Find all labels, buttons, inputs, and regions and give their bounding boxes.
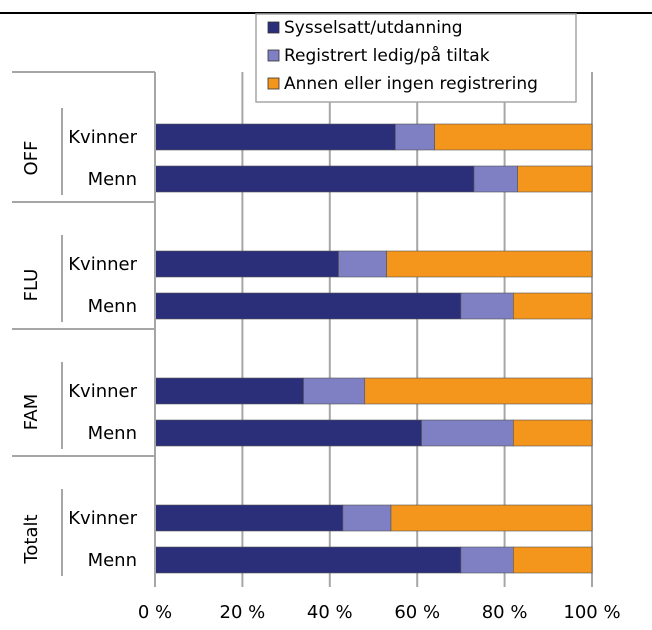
bar-flu-kvinner-series-2 bbox=[338, 250, 387, 278]
legend-swatch-1 bbox=[267, 21, 280, 34]
bar-totalt-menn-series-3 bbox=[513, 546, 593, 574]
bar-fam-kvinner-series-1 bbox=[154, 377, 304, 405]
bar-fam-menn-series-3 bbox=[513, 419, 593, 447]
legend-label-3: Annen eller ingen registrering bbox=[284, 74, 538, 94]
group-label-fam: FAM bbox=[21, 394, 42, 431]
bar-flu-kvinner-series-1 bbox=[154, 250, 339, 278]
bars bbox=[154, 123, 593, 574]
bar-flu-menn-series-1 bbox=[154, 292, 462, 320]
y-tick-label-totalt-menn: Menn bbox=[88, 550, 137, 571]
x-tick-label-5: 100 % bbox=[563, 602, 620, 623]
bar-fam-menn-series-1 bbox=[154, 419, 422, 447]
y-tick-label-flu-kvinner: Kvinner bbox=[68, 254, 137, 275]
bar-totalt-menn-series-1 bbox=[154, 546, 462, 574]
y-tick-label-fam-kvinner: Kvinner bbox=[68, 381, 137, 402]
bar-flu-menn-series-3 bbox=[513, 292, 593, 320]
bar-totalt-kvinner-series-3 bbox=[390, 504, 593, 532]
y-tick-label-flu-menn: Menn bbox=[88, 296, 137, 317]
legend: Sysselsatt/utdanning Registrert ledig/på … bbox=[255, 13, 577, 103]
gridlines bbox=[241, 72, 593, 580]
x-tick-label-4: 80 % bbox=[482, 602, 528, 623]
x-tick-label-1: 20 % bbox=[220, 602, 266, 623]
legend-label-1: Sysselsatt/utdanning bbox=[284, 18, 463, 38]
bar-flu-kvinner-series-3 bbox=[386, 250, 593, 278]
legend-swatch-3 bbox=[267, 77, 280, 90]
bar-fam-kvinner-series-2 bbox=[303, 377, 366, 405]
bar-totalt-kvinner-series-2 bbox=[342, 504, 392, 532]
bar-off-menn-series-3 bbox=[517, 165, 593, 193]
bar-flu-menn-series-2 bbox=[460, 292, 514, 320]
bar-off-kvinner-series-3 bbox=[434, 123, 593, 151]
legend-swatch-2 bbox=[267, 49, 280, 62]
y-tick-label-off-menn: Menn bbox=[88, 169, 137, 190]
x-tick-label-2: 40 % bbox=[307, 602, 353, 623]
group-label-totalt: Totalt bbox=[21, 514, 42, 564]
bar-off-kvinner-series-1 bbox=[154, 123, 396, 151]
x-tick-label-3: 60 % bbox=[394, 602, 440, 623]
group-label-off: OFF bbox=[21, 141, 42, 176]
bar-off-menn-series-1 bbox=[154, 165, 475, 193]
bar-totalt-kvinner-series-1 bbox=[154, 504, 344, 532]
y-tick-label-totalt-kvinner: Kvinner bbox=[68, 508, 137, 529]
axes: Kvinner Menn Kvinner Menn Kvinner Menn Kvinner… bbox=[12, 71, 621, 623]
group-label-flu: FLU bbox=[21, 269, 42, 302]
bar-off-menn-series-2 bbox=[473, 165, 519, 193]
y-tick-label-off-kvinner: Kvinner bbox=[68, 127, 137, 148]
bar-fam-kvinner-series-3 bbox=[364, 377, 593, 405]
y-tick-label-fam-menn: Menn bbox=[88, 423, 137, 444]
legend-box bbox=[255, 13, 577, 103]
bar-totalt-menn-series-2 bbox=[460, 546, 514, 574]
legend-label-2: Registrert ledig/på tiltak bbox=[284, 45, 490, 66]
x-tick-label-0: 0 % bbox=[138, 602, 172, 623]
bar-fam-menn-series-2 bbox=[421, 419, 514, 447]
bar-off-kvinner-series-2 bbox=[395, 123, 435, 151]
